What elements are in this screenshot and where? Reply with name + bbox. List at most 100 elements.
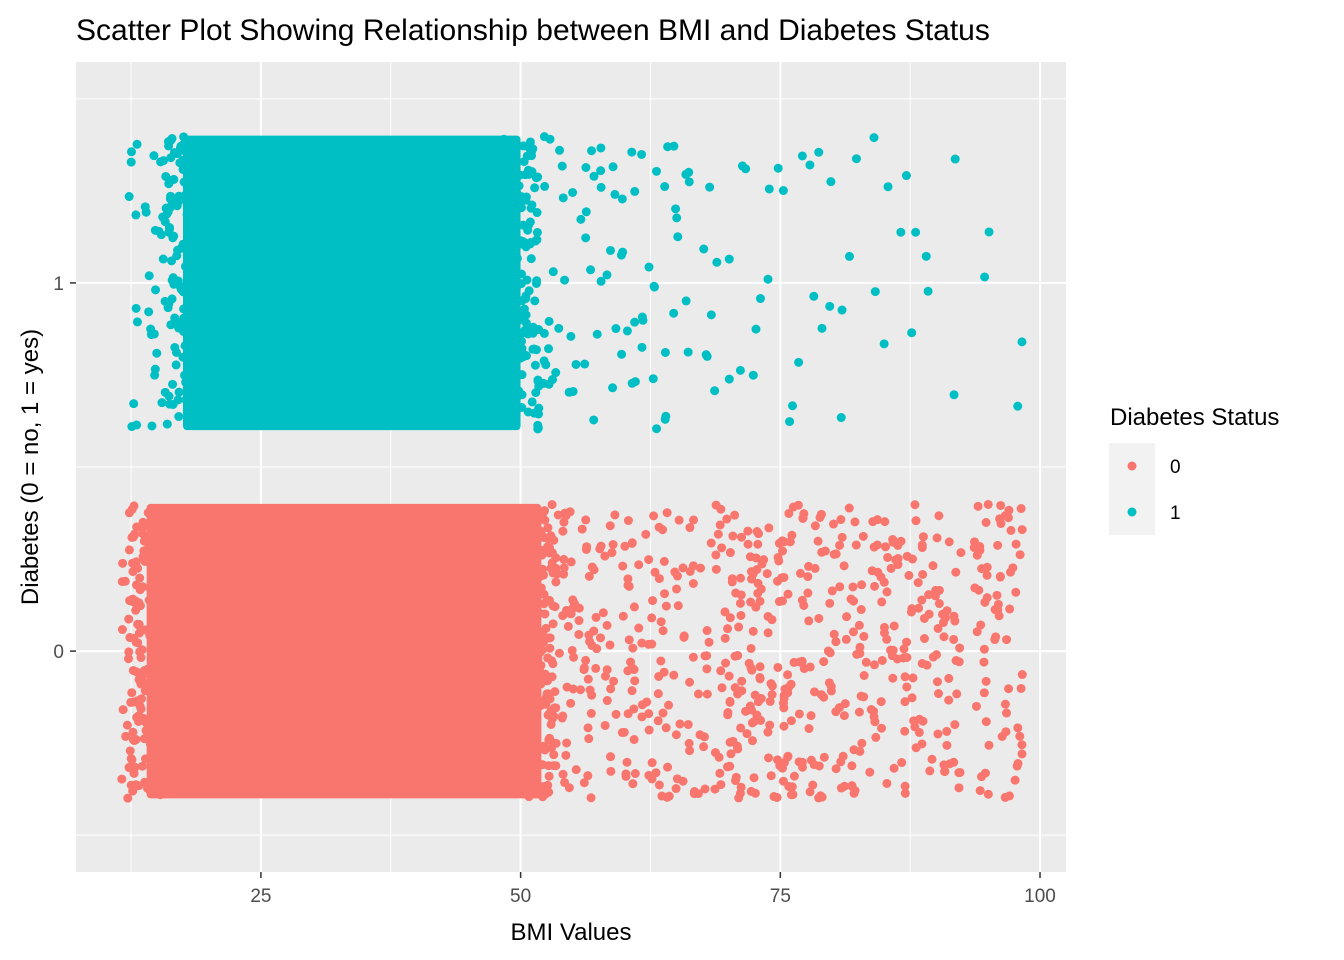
data-point bbox=[857, 738, 867, 748]
data-point bbox=[735, 598, 745, 608]
data-point bbox=[637, 149, 647, 159]
data-point bbox=[939, 632, 949, 642]
data-point bbox=[704, 637, 714, 647]
data-point bbox=[786, 716, 796, 726]
data-point bbox=[950, 720, 960, 730]
data-point bbox=[500, 313, 510, 323]
data-point bbox=[778, 596, 788, 606]
data-point bbox=[952, 689, 962, 699]
data-point bbox=[522, 605, 532, 615]
data-point bbox=[743, 526, 753, 536]
data-point bbox=[565, 608, 575, 618]
data-point bbox=[743, 539, 753, 549]
data-point bbox=[138, 582, 148, 592]
data-point bbox=[934, 511, 944, 521]
data-point bbox=[502, 226, 512, 236]
data-point bbox=[984, 227, 994, 237]
legend-label-0: 0 bbox=[1170, 457, 1181, 478]
data-point bbox=[662, 508, 672, 518]
data-point bbox=[121, 731, 131, 741]
data-point bbox=[628, 779, 638, 789]
data-point bbox=[150, 370, 160, 380]
data-point bbox=[724, 671, 734, 681]
data-point bbox=[582, 542, 592, 552]
data-point bbox=[755, 294, 765, 304]
data-point bbox=[896, 536, 906, 546]
data-point bbox=[784, 508, 794, 518]
data-point bbox=[870, 287, 880, 297]
data-point bbox=[699, 244, 709, 254]
data-point bbox=[527, 200, 537, 210]
data-point bbox=[810, 521, 820, 531]
data-point bbox=[720, 633, 730, 643]
data-point bbox=[184, 148, 194, 158]
data-point bbox=[517, 343, 527, 353]
data-point bbox=[723, 624, 733, 634]
data-point bbox=[673, 601, 683, 611]
data-point bbox=[581, 233, 591, 243]
data-point bbox=[839, 561, 849, 571]
data-point bbox=[940, 767, 950, 777]
data-point bbox=[917, 739, 927, 749]
data-point bbox=[179, 304, 189, 314]
data-point bbox=[910, 500, 920, 510]
data-point bbox=[554, 648, 564, 658]
data-point bbox=[158, 212, 168, 222]
data-point bbox=[654, 574, 664, 584]
data-point bbox=[918, 569, 928, 579]
data-point bbox=[672, 584, 682, 594]
data-point bbox=[185, 372, 195, 382]
data-point bbox=[1016, 504, 1026, 514]
data-point bbox=[951, 656, 961, 666]
series-0 bbox=[117, 499, 1027, 803]
data-point bbox=[606, 766, 616, 776]
data-point bbox=[1002, 635, 1012, 645]
data-point bbox=[911, 516, 921, 526]
data-point bbox=[498, 240, 508, 250]
data-point bbox=[902, 637, 912, 647]
data-point bbox=[146, 330, 156, 340]
data-point bbox=[581, 207, 591, 217]
data-point bbox=[995, 572, 1005, 582]
data-point bbox=[972, 627, 982, 637]
data-point bbox=[971, 701, 981, 711]
data-point bbox=[174, 387, 184, 397]
data-point bbox=[720, 607, 730, 617]
data-point bbox=[586, 793, 596, 803]
data-point bbox=[745, 701, 755, 711]
data-point bbox=[854, 620, 864, 630]
data-point bbox=[813, 536, 823, 546]
data-point bbox=[128, 665, 138, 675]
data-point bbox=[596, 633, 606, 643]
data-point bbox=[600, 551, 610, 561]
data-point bbox=[748, 626, 758, 636]
data-point bbox=[506, 169, 516, 179]
x-tick-label: 50 bbox=[510, 886, 531, 907]
data-point bbox=[510, 267, 520, 277]
data-point bbox=[949, 611, 959, 621]
data-point bbox=[736, 723, 746, 733]
data-point bbox=[522, 275, 532, 285]
data-point bbox=[145, 584, 155, 594]
data-point bbox=[644, 725, 654, 735]
data-point bbox=[979, 644, 989, 654]
data-point bbox=[581, 515, 591, 525]
data-point bbox=[794, 357, 804, 367]
data-point bbox=[514, 181, 524, 191]
data-point bbox=[157, 724, 167, 734]
data-point bbox=[145, 786, 155, 796]
data-point bbox=[1011, 539, 1021, 549]
data-point bbox=[672, 213, 682, 223]
data-point bbox=[524, 617, 534, 627]
data-point bbox=[134, 598, 144, 608]
data-point bbox=[879, 339, 889, 349]
data-point bbox=[134, 781, 144, 791]
data-point bbox=[877, 723, 887, 733]
data-point bbox=[511, 313, 521, 323]
legend-key-1 bbox=[1127, 507, 1137, 517]
data-point bbox=[836, 413, 846, 423]
data-point bbox=[817, 792, 827, 802]
data-point bbox=[141, 725, 151, 735]
data-point bbox=[859, 631, 869, 641]
data-point bbox=[532, 276, 542, 286]
